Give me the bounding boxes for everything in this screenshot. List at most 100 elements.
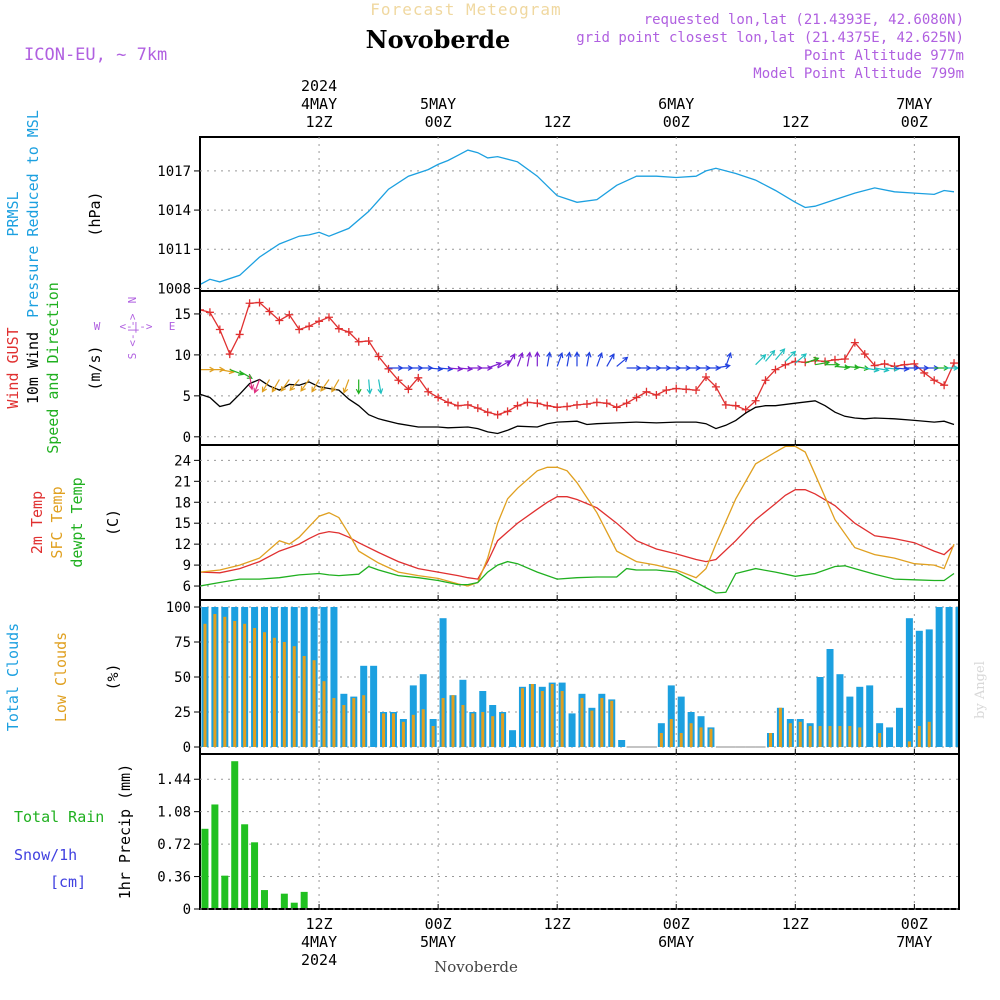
gust-marker bbox=[573, 400, 582, 409]
total-cloud-bar bbox=[330, 607, 338, 747]
low-cloud-bar bbox=[431, 726, 435, 747]
gust-marker bbox=[692, 386, 701, 395]
panel-precip: 0 0.36 0.72 1.08 1.44 1hr Precip (mm) Total Ra… bbox=[14, 753, 960, 918]
precip-bar bbox=[251, 842, 259, 908]
wind-arrow bbox=[954, 367, 958, 369]
low-cloud-bar bbox=[699, 727, 703, 747]
gust-marker bbox=[334, 324, 343, 333]
panel-frame bbox=[199, 136, 960, 292]
low-cloud-bar bbox=[530, 684, 534, 747]
gust-marker bbox=[434, 393, 443, 402]
precip-bar bbox=[280, 893, 288, 908]
gust-marker bbox=[384, 364, 393, 373]
gust-marker bbox=[731, 401, 740, 410]
y-tick-label: 21 bbox=[174, 474, 191, 490]
total-cloud-bar bbox=[935, 607, 943, 747]
low-cloud-bar bbox=[828, 726, 832, 747]
y-tick-label: 1017 bbox=[157, 164, 191, 180]
gust-marker bbox=[523, 398, 532, 407]
y-tick-label: 50 bbox=[174, 670, 191, 686]
plot-area bbox=[201, 607, 958, 748]
compass-we-arrow: <-|-> bbox=[119, 320, 152, 333]
y-tick-label: 1011 bbox=[157, 242, 191, 258]
requested-coords: requested lon,lat (21.4393E, 42.6080N) bbox=[644, 12, 964, 28]
gust-marker bbox=[374, 352, 383, 361]
gust-marker bbox=[513, 401, 522, 410]
series-line-sfc bbox=[201, 446, 955, 587]
low-cloud-bar bbox=[302, 656, 306, 747]
total-cloud-bar bbox=[667, 685, 675, 747]
y-axis-label: SFC Temp bbox=[48, 486, 66, 558]
low-cloud-bar bbox=[451, 695, 455, 747]
panel-wind: 0 5 10 15 Wind GUST 10m Wind Speed and Directi… bbox=[4, 282, 960, 454]
y-tick-label: 9 bbox=[183, 558, 191, 574]
y-tick-label: 1.44 bbox=[157, 772, 191, 788]
total-cloud-bar bbox=[826, 649, 834, 747]
wind-arrow bbox=[457, 365, 474, 372]
gust-marker bbox=[463, 400, 472, 409]
low-cloud-bar bbox=[878, 733, 882, 747]
total-cloud-bar bbox=[886, 727, 894, 747]
gust-marker bbox=[592, 398, 601, 407]
low-cloud-bar bbox=[213, 614, 217, 747]
gust-marker bbox=[201, 309, 204, 311]
gust-marker bbox=[444, 398, 453, 407]
wind-arrow bbox=[606, 353, 615, 367]
low-cloud-bar bbox=[352, 698, 356, 747]
wind-arrow bbox=[377, 379, 384, 395]
gust-marker bbox=[751, 396, 760, 405]
low-cloud-bar bbox=[282, 642, 286, 747]
low-cloud-bar bbox=[342, 705, 346, 747]
y-tick-label: 0.36 bbox=[157, 870, 191, 886]
plot-area bbox=[201, 446, 955, 594]
total-cloud-bar bbox=[915, 630, 923, 747]
low-cloud-bar bbox=[917, 726, 921, 747]
gust-marker bbox=[315, 317, 324, 326]
time-label-bottom: 12Z bbox=[544, 915, 571, 933]
wind-arrow bbox=[331, 379, 340, 393]
time-label-bottom: 6MAY bbox=[658, 933, 694, 951]
low-cloud-bar bbox=[838, 726, 842, 747]
total-cloud-bar bbox=[925, 629, 933, 747]
gust-marker bbox=[493, 410, 502, 419]
low-cloud-bar bbox=[590, 710, 594, 747]
meteogram-title: Forecast Meteogram bbox=[370, 0, 561, 19]
location-title: Novoberde bbox=[366, 25, 511, 54]
y-axis-label: 2m Temp bbox=[28, 491, 46, 554]
low-cloud-bar bbox=[858, 727, 862, 747]
low-cloud-bar bbox=[421, 709, 425, 747]
low-cloud-bar bbox=[788, 723, 792, 747]
low-cloud-bar bbox=[580, 698, 584, 747]
time-label-top: 12Z bbox=[306, 113, 333, 131]
wind-arrow bbox=[280, 379, 290, 392]
gust-marker bbox=[622, 399, 631, 408]
low-cloud-bar bbox=[262, 632, 266, 747]
gust-marker bbox=[900, 360, 909, 369]
time-label-top: 00Z bbox=[663, 113, 690, 131]
wind-arrow bbox=[320, 379, 330, 392]
low-cloud-bar bbox=[679, 733, 683, 747]
y-tick-label: 1014 bbox=[157, 203, 191, 219]
low-cloud-bar bbox=[501, 713, 505, 747]
y-tick-label: 1008 bbox=[157, 281, 191, 297]
precip-legend-line: Snow/1h bbox=[14, 846, 77, 864]
gust-marker bbox=[453, 401, 462, 410]
low-cloud-bar bbox=[411, 714, 415, 747]
wind-arrow bbox=[804, 356, 820, 364]
compass-n: N bbox=[126, 297, 139, 304]
model-label: ICON-EU, ~ 7km bbox=[24, 45, 167, 65]
time-label-bottom: 12Z bbox=[306, 915, 333, 933]
time-label-bottom: 00Z bbox=[663, 915, 690, 933]
plot-area bbox=[201, 149, 955, 285]
precip-bar bbox=[290, 902, 298, 908]
gust-marker bbox=[880, 359, 889, 368]
low-cloud-bar bbox=[382, 713, 386, 747]
total-cloud-bar bbox=[945, 607, 953, 747]
low-cloud-bar bbox=[659, 733, 663, 747]
wind-arrow bbox=[311, 379, 320, 393]
total-cloud-bar bbox=[677, 696, 685, 747]
low-cloud-bar bbox=[292, 646, 296, 747]
gust-marker bbox=[265, 307, 274, 316]
low-cloud-bar bbox=[441, 698, 445, 747]
gust-marker bbox=[275, 316, 284, 325]
